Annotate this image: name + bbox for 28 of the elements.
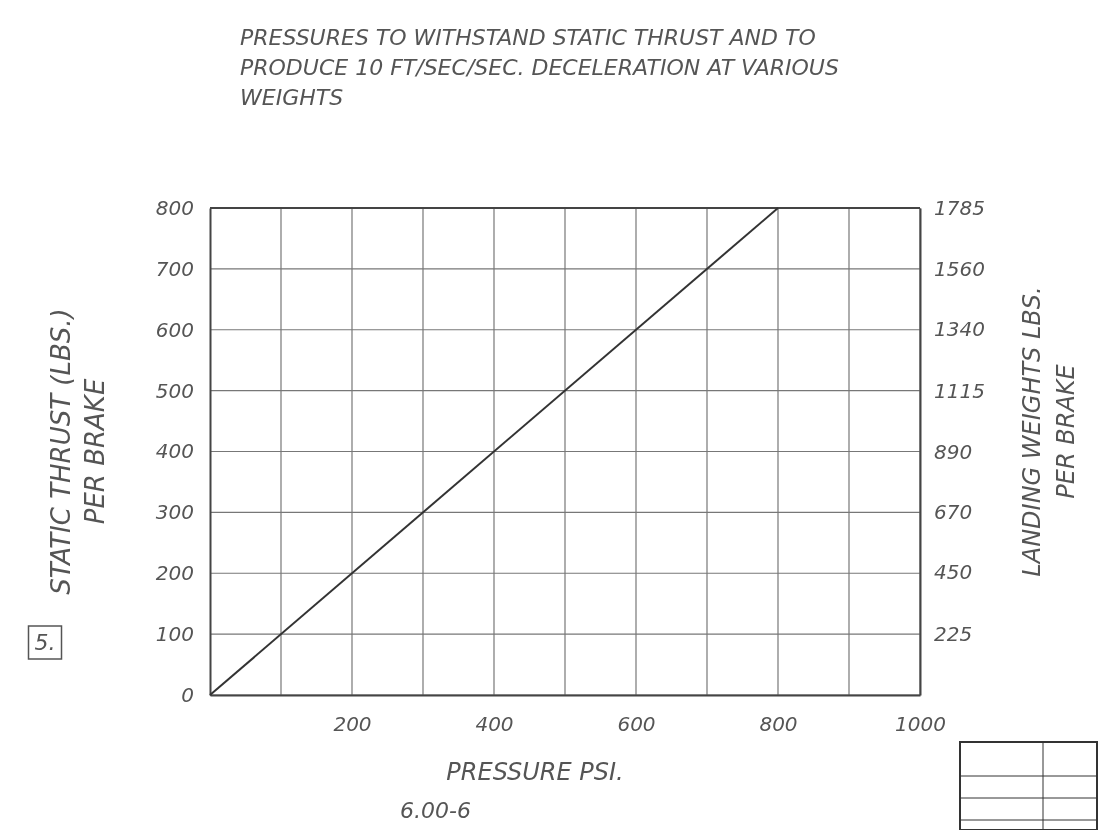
y2-tick-label: 670 <box>934 500 973 525</box>
y-tick-label: 300 <box>155 500 194 525</box>
y-tick-label: 500 <box>155 378 194 403</box>
y-tick-label: 800 <box>155 195 194 220</box>
x-tick-label: 200 <box>333 712 372 737</box>
x-tick-label: 600 <box>617 712 656 737</box>
y-tick-label: 100 <box>155 622 194 647</box>
y2-tick-label: 1115 <box>934 378 985 403</box>
chart-title: PRESSURES TO WITHSTAND STATIC THRUST AND TO PRODUCE 10 FT/SEC/SEC. DECELERATION AT VARIOUS WEIGHTS <box>240 25 839 110</box>
y-tick-label: 200 <box>155 561 194 586</box>
y2-tick-label: 1340 <box>934 317 985 342</box>
y-tick-label: 0 <box>181 682 194 707</box>
y2-tick-label: 890 <box>934 440 973 465</box>
x-tick-label: 1000 <box>895 712 946 737</box>
x-axis-title: PRESSURE PSI. <box>446 758 624 786</box>
y-tick-label: 400 <box>155 439 194 464</box>
y2-tick-label: 1785 <box>934 195 985 220</box>
y2-tick-label: 450 <box>934 560 973 585</box>
y2-tick-label: 225 <box>934 621 973 646</box>
y2-tick-label: 1560 <box>934 257 985 282</box>
x-tick-label: 400 <box>475 712 514 737</box>
y-axis-title: STATIC THRUST (LBS.) PER BRAKE <box>46 308 110 595</box>
x-tick-label: 800 <box>759 712 798 737</box>
text: 5. <box>34 630 56 655</box>
text: 6.00-6 <box>400 798 471 823</box>
y-tick-label: 600 <box>155 317 194 342</box>
y2-axis-title: LANDING WEIGHTS LBS. PER BRAKE <box>1018 286 1080 577</box>
y-tick-label: 700 <box>155 256 194 281</box>
